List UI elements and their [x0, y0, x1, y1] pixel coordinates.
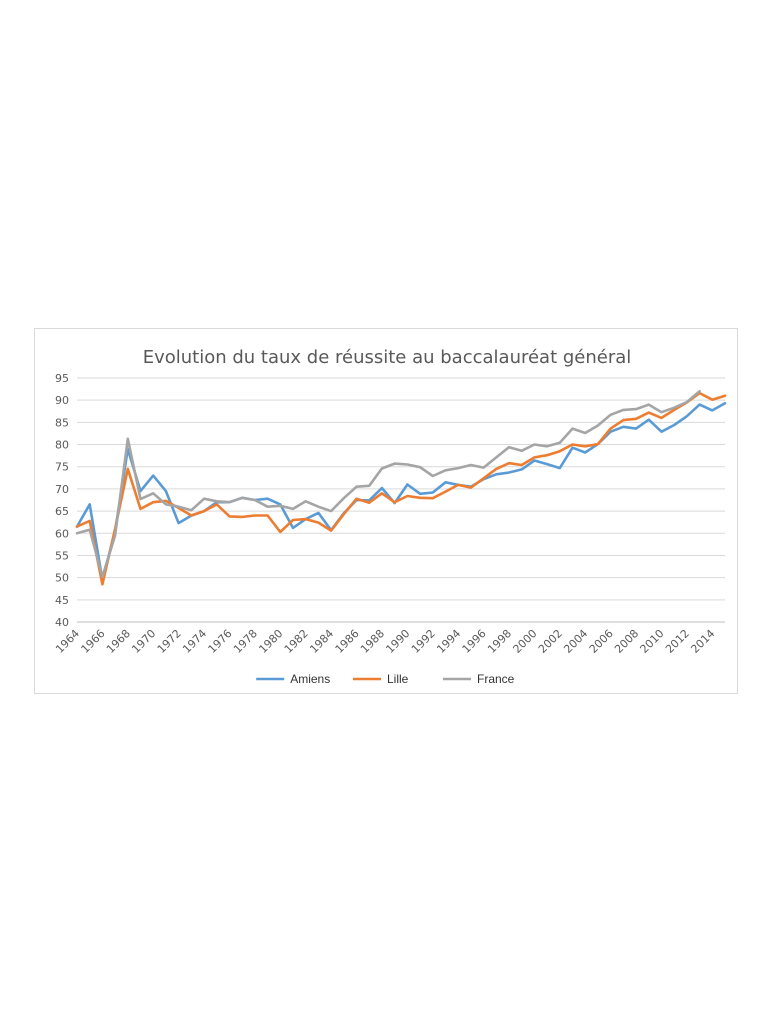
- y-tick-label: 60: [55, 527, 69, 540]
- x-tick-label: 2000: [511, 627, 540, 656]
- x-tick-label: 1972: [155, 627, 184, 656]
- legend-label: France: [477, 672, 515, 686]
- y-tick-label: 90: [55, 394, 69, 407]
- x-tick-label: 1980: [256, 627, 285, 656]
- y-tick-label: 55: [55, 549, 69, 562]
- x-tick-label: 1992: [409, 627, 438, 656]
- x-tick-label: 1994: [434, 627, 463, 656]
- legend-item-france: France: [443, 672, 515, 686]
- x-tick-label: 1998: [485, 627, 514, 656]
- y-tick-label: 80: [55, 439, 69, 452]
- x-tick-label: 1966: [79, 627, 108, 656]
- x-tick-label: 2014: [688, 627, 717, 656]
- chart-title: Evolution du taux de réussite au baccala…: [143, 347, 632, 368]
- x-tick-label: 2006: [587, 627, 616, 656]
- x-tick-label: 1990: [383, 627, 412, 656]
- legend: Amiens Lille France: [256, 672, 515, 686]
- legend-item-amiens: Amiens: [256, 672, 330, 686]
- series-lines: [75, 390, 727, 586]
- y-tick-label: 50: [55, 572, 69, 585]
- x-tick-label: 1984: [307, 627, 336, 656]
- x-tick-label: 2012: [663, 627, 692, 656]
- legend-label: Amiens: [290, 672, 330, 686]
- x-tick-label: 1982: [282, 627, 311, 656]
- y-tick-label: 75: [55, 461, 69, 474]
- x-tick-label: 2004: [561, 627, 590, 656]
- legend-label: Lille: [387, 672, 409, 686]
- x-tick-label: 1964: [53, 627, 82, 656]
- x-tick-label: 1986: [333, 627, 362, 656]
- axes: 40 45 50 55 60 65 70 75 80 85 90 95 1964196619681970…: [53, 372, 725, 656]
- y-tick-label: 70: [55, 483, 69, 496]
- line-chart: Evolution du taux de réussite au baccala…: [53, 347, 727, 686]
- x-tick-label: 1996: [460, 627, 489, 656]
- series-line-lille: [75, 391, 727, 586]
- x-tick-label: 1988: [358, 627, 387, 656]
- x-tick-label: 2002: [536, 627, 565, 656]
- x-tick-label: 2008: [612, 627, 641, 656]
- x-tick-label: 1978: [231, 627, 260, 656]
- series-line-amiens: [75, 402, 727, 582]
- y-tick-label: 95: [55, 372, 69, 385]
- y-tick-label: 45: [55, 594, 69, 607]
- y-tick-label: 85: [55, 416, 69, 429]
- x-tick-label: 1970: [129, 627, 158, 656]
- legend-item-lille: Lille: [353, 672, 409, 686]
- y-tick-label: 40: [55, 616, 69, 629]
- y-tick-label: 65: [55, 505, 69, 518]
- series-line-france: [75, 390, 701, 578]
- x-tick-label: 1976: [206, 627, 235, 656]
- x-tick-label: 1968: [104, 627, 133, 656]
- x-tick-label: 1974: [180, 627, 209, 656]
- chart-frame: Evolution du taux de réussite au baccala…: [34, 328, 738, 694]
- x-tick-label: 2010: [638, 627, 667, 656]
